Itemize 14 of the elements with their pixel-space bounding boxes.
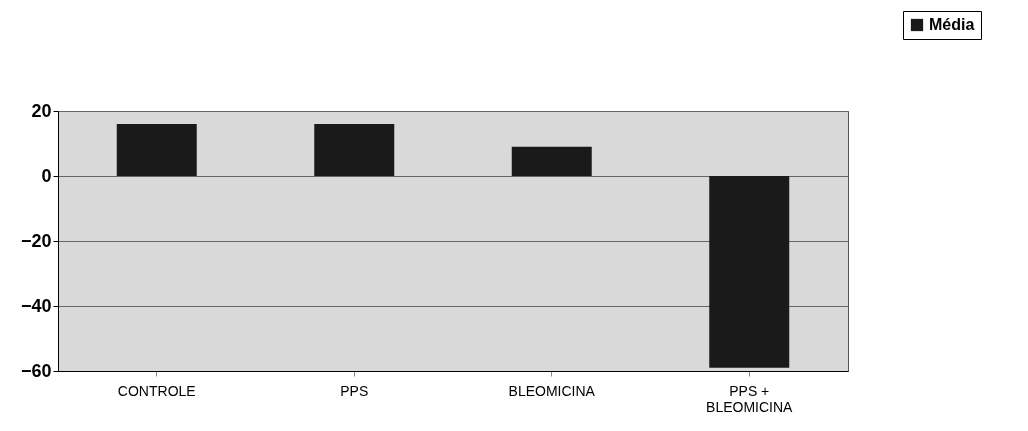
y-tick-label: −40	[20, 295, 52, 316]
bar	[116, 124, 197, 176]
bar	[511, 146, 592, 176]
y-tick-label: 20	[31, 100, 52, 121]
y-tick-label: −60	[20, 360, 52, 381]
y-tick-label: 0	[41, 165, 52, 186]
x-tick-label: BLEOMICINA	[508, 382, 596, 399]
bar	[314, 124, 395, 176]
x-tick-label: CONTROLE	[117, 382, 196, 399]
x-tick-label: PPS	[340, 382, 369, 399]
x-tick-label: PPS + BLEOMICINA	[706, 382, 794, 415]
legend-label: Média	[929, 16, 975, 33]
y-tick-label: −20	[20, 230, 52, 251]
bar	[709, 176, 790, 368]
